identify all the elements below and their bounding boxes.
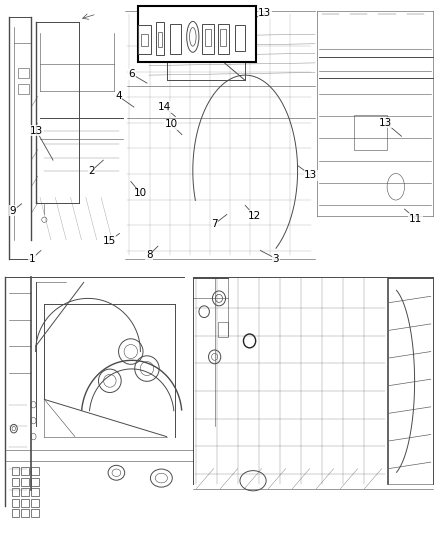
Bar bbox=[141, 34, 148, 46]
Bar bbox=[138, 25, 151, 54]
Bar bbox=[21, 499, 29, 507]
Bar bbox=[21, 467, 29, 475]
Bar bbox=[205, 29, 211, 46]
Bar bbox=[138, 6, 256, 62]
Text: 8: 8 bbox=[146, 250, 152, 260]
Bar bbox=[31, 467, 39, 475]
Bar bbox=[158, 31, 162, 47]
Text: 12: 12 bbox=[248, 211, 261, 221]
Text: 15: 15 bbox=[102, 236, 116, 246]
Bar bbox=[21, 478, 29, 486]
Bar bbox=[31, 510, 39, 518]
Text: 3: 3 bbox=[272, 254, 279, 263]
Bar bbox=[170, 23, 181, 54]
Text: 9: 9 bbox=[10, 206, 16, 216]
Text: 7: 7 bbox=[211, 219, 218, 229]
Text: 13: 13 bbox=[304, 170, 317, 180]
Bar bbox=[202, 23, 214, 54]
Bar bbox=[12, 488, 19, 496]
Bar bbox=[12, 510, 19, 518]
Bar bbox=[12, 478, 19, 486]
Text: 10: 10 bbox=[134, 188, 147, 198]
Bar bbox=[218, 23, 229, 54]
Text: 13: 13 bbox=[30, 126, 43, 136]
Text: 13: 13 bbox=[379, 118, 392, 128]
Bar bbox=[18, 68, 29, 78]
Bar bbox=[31, 488, 39, 496]
Bar bbox=[31, 499, 39, 507]
Text: 6: 6 bbox=[128, 69, 135, 79]
Bar bbox=[12, 467, 19, 475]
Bar bbox=[31, 478, 39, 486]
Bar bbox=[235, 25, 245, 51]
Text: 2: 2 bbox=[88, 166, 95, 176]
Text: 13: 13 bbox=[258, 9, 272, 19]
Bar bbox=[155, 22, 164, 55]
Bar bbox=[21, 488, 29, 496]
Text: 11: 11 bbox=[409, 214, 422, 224]
Text: 14: 14 bbox=[158, 102, 171, 112]
Text: 10: 10 bbox=[164, 119, 177, 129]
Bar bbox=[18, 84, 29, 94]
Bar bbox=[220, 29, 226, 46]
Bar bbox=[218, 322, 228, 337]
Text: 4: 4 bbox=[115, 91, 122, 101]
Text: 1: 1 bbox=[29, 254, 35, 263]
Bar bbox=[12, 499, 19, 507]
Bar bbox=[354, 115, 387, 150]
Bar bbox=[21, 510, 29, 518]
